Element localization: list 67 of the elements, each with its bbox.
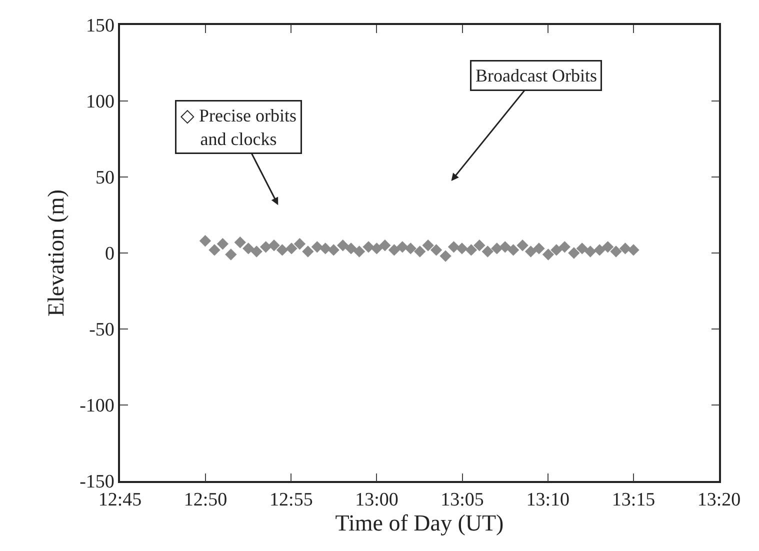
point bbox=[594, 244, 606, 256]
x-tick-label: 13:00 bbox=[355, 490, 398, 511]
point bbox=[524, 246, 537, 258]
point bbox=[448, 241, 460, 253]
point bbox=[474, 240, 486, 252]
point bbox=[208, 244, 220, 256]
point bbox=[576, 242, 588, 254]
point bbox=[584, 246, 596, 258]
point bbox=[302, 246, 314, 258]
point bbox=[388, 244, 400, 256]
point bbox=[482, 246, 494, 258]
x-tick-label: 13:20 bbox=[697, 490, 741, 511]
x-tick-label: 12:50 bbox=[184, 490, 228, 511]
point bbox=[353, 246, 366, 258]
point bbox=[456, 242, 468, 254]
point bbox=[268, 240, 280, 252]
point bbox=[558, 241, 570, 253]
point bbox=[199, 234, 212, 247]
point bbox=[628, 244, 640, 256]
point bbox=[320, 242, 332, 254]
point bbox=[286, 242, 298, 254]
point bbox=[422, 240, 434, 252]
point bbox=[250, 246, 262, 258]
y-axis-title: Elevation (m) bbox=[44, 189, 68, 317]
point bbox=[370, 242, 383, 254]
point bbox=[550, 244, 562, 256]
annotation: Broadcast Orbits bbox=[476, 66, 597, 86]
point bbox=[234, 236, 246, 248]
point bbox=[610, 246, 622, 258]
y-tick-label: -100 bbox=[80, 396, 114, 417]
point bbox=[225, 248, 237, 260]
point bbox=[507, 244, 520, 256]
point bbox=[465, 244, 478, 256]
point bbox=[404, 242, 416, 254]
x-tick-label: 12:55 bbox=[270, 490, 313, 511]
point bbox=[440, 250, 452, 262]
point bbox=[328, 244, 340, 256]
y-tick-label: 100 bbox=[86, 92, 114, 113]
point bbox=[396, 241, 408, 253]
point bbox=[533, 242, 545, 254]
point bbox=[260, 241, 272, 253]
point bbox=[294, 238, 306, 250]
point bbox=[242, 242, 254, 254]
point bbox=[379, 240, 391, 252]
point bbox=[430, 244, 442, 256]
x-axis-title: Time of Day (UT) bbox=[335, 510, 504, 536]
point bbox=[619, 242, 632, 254]
point bbox=[216, 238, 229, 250]
point bbox=[568, 247, 580, 259]
annotation: ◇ Precise orbits and clocks bbox=[180, 106, 296, 149]
point bbox=[491, 242, 503, 254]
x-tick-label: 13:15 bbox=[612, 490, 656, 511]
point bbox=[345, 242, 357, 254]
point bbox=[414, 246, 426, 258]
y-tick-label: 50 bbox=[95, 168, 114, 189]
x-tick-label: 13:05 bbox=[440, 490, 484, 511]
y-tick-label: 150 bbox=[86, 16, 114, 37]
point bbox=[499, 241, 511, 253]
y-tick-label: 0 bbox=[104, 244, 114, 265]
point bbox=[542, 248, 554, 260]
point bbox=[336, 240, 349, 252]
point bbox=[516, 240, 528, 252]
point bbox=[311, 241, 324, 253]
point bbox=[276, 244, 288, 256]
y-tick-label: -50 bbox=[89, 320, 114, 341]
point bbox=[602, 241, 614, 253]
x-tick-label: 13:10 bbox=[526, 490, 570, 511]
